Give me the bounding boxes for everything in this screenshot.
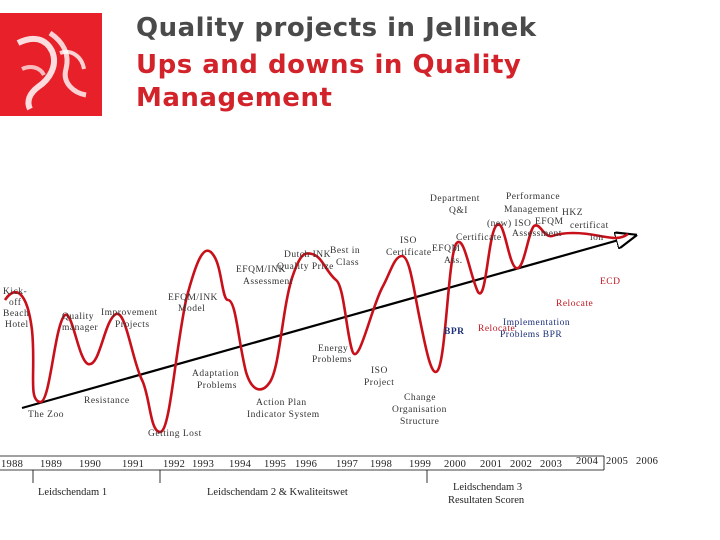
label-iso-certificate-line2: Certificate [386,247,432,258]
label-energy-line1: Energy [318,344,348,354]
era-leidschendam-3-line1: Leidschendam 3 [453,482,522,493]
era-leidschendam-1: Leidschendam 1 [38,487,107,498]
timeline-years-extra: 2004 2005 2006 [576,456,658,467]
label-the-zoo: The Zoo [28,410,64,420]
label-efqm-ass-line2: Ass. [444,256,463,266]
label-iso-certificate-line1: ISO [400,236,417,246]
year-label-2004: 2004 [576,456,599,467]
label-kickoff-line4: Hotel [5,320,29,330]
year-label-1988: 1988 [1,459,23,470]
label-efqm-assessment-line2: Assessment [243,277,293,287]
label-change-line3: Structure [400,417,439,427]
label-efqm-assessment2-line1: EFQM [535,217,563,227]
jellinek-logo [0,13,102,116]
year-label-2006: 2006 [636,456,658,467]
trend-arrow [21,236,633,410]
year-label-1990: 1990 [79,459,101,470]
label-energy-line2: Problems [312,355,352,365]
label-kickoff-line3: Beach [3,309,29,319]
label-best-in-class-line1: Best in [330,246,360,256]
year-label-2005: 2005 [606,456,628,467]
quality-wave-line [3,222,629,434]
label-performance-line1: Performance [506,191,560,202]
label-action-plan-line1: Action Plan [256,398,307,408]
label-adaptation-line2: Problems [197,381,237,391]
year-label-2003: 2003 [540,459,562,470]
label-bpr: BPR [444,327,465,337]
year-label-1996: 1996 [295,459,317,470]
label-problems-bpr: Problems BPR [500,330,562,340]
era-leidschendam-2: Leidschendam 2 & Kwaliteitswet [207,487,348,498]
year-label-1992: 1992 [163,459,185,470]
label-efqm-assessment2-line2: Assessment [512,229,562,239]
label-improvement-line2: Projects [115,320,150,330]
label-hkz-line2: certificat [570,220,609,231]
label-new-iso-line1: (new) ISO [487,218,531,229]
era-leidschendam-3-line2: Resultaten Scoren [448,495,525,506]
year-label-2001: 2001 [480,459,502,470]
label-quality-manager-line2: manager [62,323,99,333]
label-implementation: Implementation [503,318,570,328]
label-efqm-ass-line1: EFQM [432,244,460,254]
label-iso-project-line2: Project [364,378,394,388]
year-label-1991: 1991 [122,459,144,470]
year-label-1997: 1997 [336,459,358,470]
label-department-line1: Department [430,194,480,204]
label-relocate: Relocate [556,299,593,309]
label-department-line2: Q&I [449,206,468,216]
page-title-line-2: Ups and downs in Quality [136,50,522,80]
label-efqm-model-line2: Model [178,304,205,314]
year-label-1998: 1998 [370,459,392,470]
label-new-iso-line2: Certificate [456,232,502,243]
label-change-line2: Organisation [392,405,447,415]
label-hkz-line1: HKZ [562,208,583,218]
label-performance-line2: Management [504,205,559,215]
label-dutch-prize-line2: Quality Prize [277,262,334,272]
label-quality-manager-line1: Quality [62,312,94,322]
label-relocate-2: Relocate [478,324,515,334]
page-title-line-3: Management [136,83,333,113]
label-resistance: Resistance [84,396,130,406]
label-hkz-line3: ion [590,233,604,243]
label-best-in-class-line2: Class [336,258,359,268]
label-kickoff-line2: off [9,297,22,308]
label-change-line1: Change [404,393,436,403]
label-improvement-line1: Improvement [101,308,158,318]
label-dutch-prize-line1: Dutch INK [284,250,331,260]
year-label-1993: 1993 [192,459,214,470]
page-title-line-1: Quality projects in Jellinek [136,13,537,43]
label-getting-lost: Getting Lost [148,429,202,439]
year-label-1994: 1994 [229,459,252,470]
label-kickoff-line1: Kick- [3,287,27,297]
timeline-years: 1988 1989 1990 1991 1992 1993 1994 1995 1996 1997… [1,459,562,470]
year-label-1989: 1989 [40,459,62,470]
label-ecd: ECD [600,277,621,287]
year-label-2002: 2002 [510,459,532,470]
jellinek-logo-icon [16,30,87,111]
label-efqm-assessment-line1: EFQM/INK [236,265,286,275]
label-efqm-model-line1: EFQM/INK [168,293,218,303]
year-label-1999: 1999 [409,459,431,470]
label-action-plan-line2: Indicator System [247,410,320,420]
label-adaptation-line1: Adaptation [192,369,239,379]
year-label-2000: 2000 [444,459,466,470]
year-label-1995: 1995 [264,459,286,470]
label-iso-project-line1: ISO [371,366,388,376]
